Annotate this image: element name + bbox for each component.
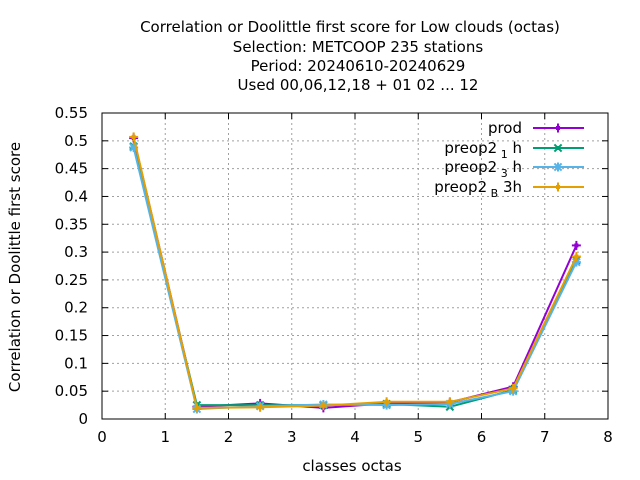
legend-label-main: preop2: [434, 178, 487, 196]
y-tick-label: 0.3: [64, 243, 88, 261]
legend-entry-1: prod: [488, 119, 584, 137]
y-tick-label: 0.35: [55, 215, 88, 233]
y-tick-label: 0.05: [55, 382, 88, 400]
axis-ticks: [101, 112, 609, 420]
title-line-2: Selection: METCOOP 235 stations: [233, 38, 484, 56]
legend-swatch-marker: [553, 143, 563, 153]
x-tick-label: 1: [160, 428, 170, 446]
grid: [102, 113, 608, 419]
title-line-1: Correlation or Doolittle first score for…: [140, 18, 560, 36]
tick-labels: 0 1 2 3 4 5 6 7 8 0 0.05 0.1 0.15 0.2 0.25 0.3 0.35 0.4 0.…: [55, 104, 613, 446]
legend-label-tail: h: [508, 139, 522, 157]
legend-label: preop2 B 3h: [434, 178, 522, 200]
series-point-core: [131, 134, 136, 139]
y-tick-label: 0: [78, 410, 88, 428]
series-point-core: [131, 145, 136, 150]
legend-swatch-marker-core: [556, 126, 560, 130]
legend-label-main: prod: [488, 119, 522, 137]
series-point: [318, 401, 328, 411]
legend-swatch-marker: [553, 162, 563, 172]
series-point: [255, 402, 265, 412]
x-tick-label: 8: [603, 428, 613, 446]
series-point: [129, 132, 139, 142]
series-point-core: [574, 260, 579, 265]
legend-label-subscript: 3: [497, 167, 508, 180]
series-line: [132, 136, 578, 409]
y-tick-label: 0.5: [64, 132, 88, 150]
legend-label-main: preop2: [444, 158, 497, 176]
y-tick-label: 0.15: [55, 327, 88, 345]
legend-swatch-marker: [553, 123, 563, 133]
series-point-core: [194, 405, 199, 410]
x-tick-label: 6: [477, 428, 487, 446]
y-tick-label: 0.55: [55, 104, 88, 122]
series-point-core: [321, 403, 326, 408]
x-tick-label: 4: [350, 428, 360, 446]
y-tick-label: 0.4: [64, 187, 88, 205]
title-line-4: Used 00,06,12,18 + 01 02 ... 12: [238, 76, 479, 94]
x-tick-label: 3: [287, 428, 297, 446]
series-point: [508, 383, 518, 393]
x-axis-label: classes octas: [302, 457, 402, 475]
x-tick-label: 5: [413, 428, 423, 446]
series-point-core: [384, 399, 389, 404]
legend-entry-2: preop2 1 h: [444, 139, 584, 161]
y-tick-label: 0.1: [64, 354, 88, 372]
series-point: [192, 403, 202, 413]
y-tick-label: 0.25: [55, 271, 88, 289]
legend-label: prod: [488, 119, 522, 137]
series-point-core: [258, 405, 263, 410]
legend-swatch-marker-core: [556, 165, 560, 169]
legend-label-subscript: B: [487, 187, 498, 200]
series-point: [571, 252, 581, 262]
legend-label-main: preop2: [444, 139, 497, 157]
series-point-core: [447, 399, 452, 404]
y-tick-label: 0.45: [55, 160, 88, 178]
series-point-core: [574, 254, 579, 259]
chart-title: Correlation or Doolittle first score for…: [140, 18, 560, 94]
series-point: [571, 240, 581, 250]
series-point-core: [511, 386, 516, 391]
x-tick-label: 0: [97, 428, 107, 446]
legend-label-tail: h: [508, 158, 522, 176]
legend-entry-4: preop2 B 3h: [434, 178, 584, 200]
series-point: [382, 397, 392, 407]
legend-entry-3: preop2 3 h: [444, 158, 584, 180]
x-tick-label: 7: [540, 428, 550, 446]
y-axis-label: Correlation or Doolittle first score: [6, 142, 24, 392]
legend-swatch-marker-core: [556, 185, 560, 189]
series-point-core: [574, 243, 579, 248]
legend-label-tail: 3h: [498, 178, 522, 196]
legend-label: preop2 1 h: [444, 139, 522, 161]
y-tick-label: 0.2: [64, 299, 88, 317]
legend-label: preop2 3 h: [444, 158, 522, 180]
x-tick-label: 2: [224, 428, 234, 446]
series-group: [129, 132, 581, 414]
series-4: [129, 132, 581, 413]
legend-label-subscript: 1: [497, 148, 508, 161]
title-line-3: Period: 20240610-20240629: [251, 57, 466, 75]
legend-swatch-marker-core: [556, 146, 560, 150]
series-point: [445, 397, 455, 407]
legend-swatch-marker: [553, 182, 563, 192]
